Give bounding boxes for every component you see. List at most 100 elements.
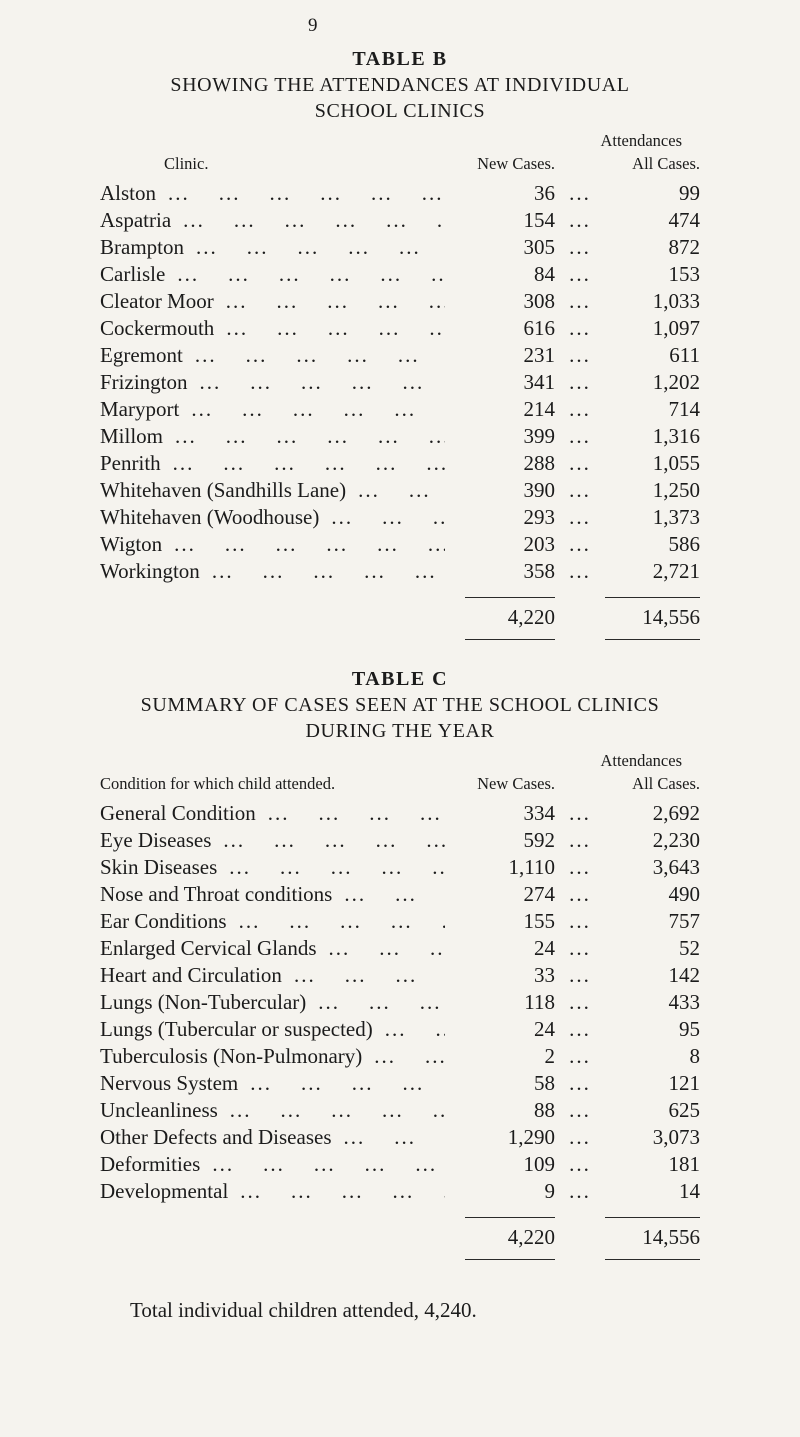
- table-row: Developmental 9 14: [100, 1178, 700, 1205]
- table-c-section: TABLE C SUMMARY OF CASES SEEN AT THE SCH…: [100, 666, 700, 1260]
- condition-name: Deformities: [100, 1152, 201, 1176]
- clinic-name: Wigton: [100, 532, 163, 556]
- dot-leader: [211, 827, 445, 854]
- table-c-total-all-cases: 14,556: [605, 1217, 700, 1260]
- dot-leader: [319, 504, 445, 531]
- clinic-name: Aspatria: [100, 208, 172, 232]
- table-row: Other Defects and Diseases 1,290 3,073: [100, 1124, 700, 1151]
- new-cases-value: 390: [523, 478, 556, 502]
- all-cases-value: 757: [668, 909, 701, 933]
- dot-leader: [179, 396, 445, 423]
- all-cases-value: 872: [668, 235, 701, 259]
- dot-separator: [555, 207, 605, 234]
- new-cases-value: 305: [523, 235, 556, 259]
- dot-leader: [165, 261, 445, 288]
- dot-separator: [555, 1178, 605, 1205]
- new-cases-value: 58: [534, 1071, 555, 1095]
- dot-leader: [227, 908, 445, 935]
- all-cases-value: 490: [668, 882, 701, 906]
- condition-name: Lungs (Non-Tubercular): [100, 990, 307, 1014]
- dot-leader: [256, 800, 445, 827]
- clinic-name: Carlisle: [100, 262, 166, 286]
- table-c-header-all-cases: All Cases.: [632, 774, 700, 793]
- all-cases-value: 95: [679, 1017, 700, 1041]
- all-cases-value: 2,721: [652, 559, 700, 583]
- dot-leader: [214, 288, 445, 315]
- new-cases-value: 274: [523, 882, 556, 906]
- table-b-totals-row: 4,220 14,556: [100, 597, 700, 640]
- table-row: Wigton 203 586: [100, 531, 700, 558]
- table-c-subtitle-line1: SUMMARY OF CASES SEEN AT THE SCHOOL CLIN…: [140, 694, 660, 716]
- clinic-name: Maryport: [100, 397, 180, 421]
- table-c-title: TABLE C: [351, 668, 449, 690]
- all-cases-value: 474: [668, 208, 701, 232]
- dot-separator: [555, 531, 605, 558]
- dot-separator: [555, 935, 605, 962]
- table-row: Lungs (Non-Tubercular) 118 433: [100, 989, 700, 1016]
- table-b-subtitle-line1: SHOWING THE ATTENDANCES AT INDIVIDUAL: [170, 74, 630, 96]
- dot-separator: [555, 827, 605, 854]
- dot-separator: [555, 989, 605, 1016]
- new-cases-value: 2: [544, 1044, 556, 1068]
- table-c-rows: General Condition 334 2,692 Eye Diseases…: [100, 800, 700, 1205]
- all-cases-value: 1,097: [652, 316, 700, 340]
- new-cases-value: 341: [523, 370, 556, 394]
- page-number: 9: [308, 15, 318, 36]
- dot-leader: [200, 1151, 445, 1178]
- dot-separator: [555, 315, 605, 342]
- new-cases-value: 33: [534, 963, 555, 987]
- condition-name: Skin Diseases: [100, 855, 218, 879]
- table-b-total-new-cases: 4,220: [465, 597, 555, 640]
- new-cases-value: 592: [523, 828, 556, 852]
- table-row: Frizington 341 1,202: [100, 369, 700, 396]
- all-cases-value: 714: [668, 397, 701, 421]
- all-cases-value: 153: [668, 262, 701, 286]
- new-cases-value: 616: [523, 316, 556, 340]
- all-cases-value: 8: [689, 1044, 701, 1068]
- new-cases-value: 358: [523, 559, 556, 583]
- dot-leader: [373, 1016, 445, 1043]
- condition-name: Heart and Circulation: [100, 963, 282, 987]
- dot-leader: [332, 881, 445, 908]
- condition-name: Developmental: [100, 1179, 229, 1203]
- table-row: Uncleanliness 88 625: [100, 1097, 700, 1124]
- dot-separator: [555, 342, 605, 369]
- all-cases-value: 181: [668, 1152, 701, 1176]
- dot-leader: [362, 1043, 445, 1070]
- dot-leader: [171, 207, 445, 234]
- dot-separator: [555, 800, 605, 827]
- dot-separator: [555, 288, 605, 315]
- clinic-name: Whitehaven (Sandhills Lane): [100, 478, 347, 502]
- table-row: Lungs (Tubercular or suspected) 24 95: [100, 1016, 700, 1043]
- dot-leader: [188, 369, 446, 396]
- table-c-header-new-cases: New Cases.: [477, 774, 555, 793]
- clinic-name: Brampton: [100, 235, 184, 259]
- table-b-subtitle-line2: SCHOOL CLINICS: [314, 100, 486, 122]
- condition-name: Tuberculosis (Non-Pulmonary): [100, 1044, 363, 1068]
- condition-name: Enlarged Cervical Glands: [100, 936, 317, 960]
- dot-separator: [555, 477, 605, 504]
- dot-leader: [217, 854, 445, 881]
- new-cases-value: 308: [523, 289, 556, 313]
- footer-total: Total individual children attended, 4,24…: [130, 1298, 477, 1322]
- dot-leader: [163, 423, 445, 450]
- dot-leader: [228, 1178, 445, 1205]
- dot-separator: [555, 261, 605, 288]
- dot-leader: [218, 1097, 445, 1124]
- table-c-totals-row: 4,220 14,556: [100, 1217, 700, 1260]
- clinic-name: Cockermouth: [100, 316, 215, 340]
- clinic-name: Workington: [100, 559, 200, 583]
- condition-name: Lungs (Tubercular or suspected): [100, 1017, 373, 1041]
- table-row: Eye Diseases 592 2,230: [100, 827, 700, 854]
- new-cases-value: 1,110: [508, 855, 555, 879]
- new-cases-value: 9: [544, 1179, 556, 1203]
- clinic-name: Millom: [100, 424, 164, 448]
- dot-leader: [184, 234, 445, 261]
- dot-separator: [555, 881, 605, 908]
- condition-name: Nervous System: [100, 1071, 239, 1095]
- dot-separator: [555, 423, 605, 450]
- all-cases-value: 625: [668, 1098, 701, 1122]
- table-c-subtitle-line2: DURING THE YEAR: [305, 720, 495, 742]
- dot-separator: [555, 234, 605, 261]
